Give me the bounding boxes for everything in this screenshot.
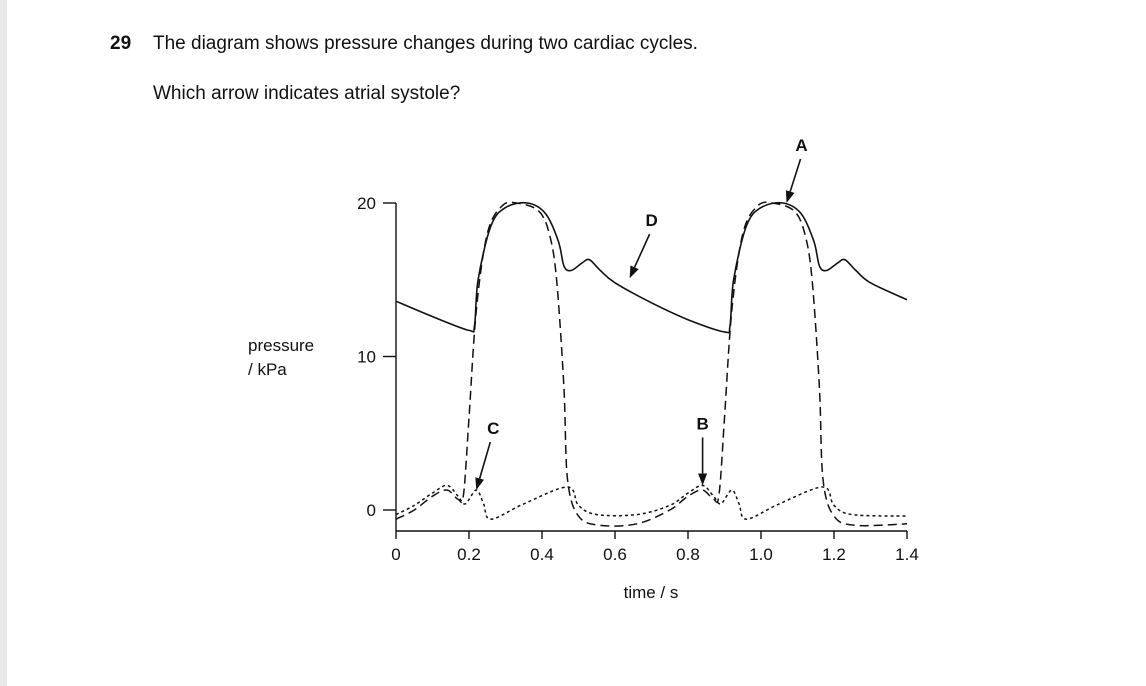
arrow-head: [785, 190, 795, 203]
x-axis-label: time / s: [624, 583, 679, 602]
arrow-a: A: [785, 136, 808, 203]
x-tick-label: 0.4: [530, 545, 554, 564]
arrow-head: [698, 473, 708, 486]
x-tick-label: 1.2: [822, 545, 846, 564]
arrow-shaft: [478, 441, 492, 479]
arrow-label-b: B: [696, 414, 708, 433]
arrow-b: B: [696, 414, 709, 486]
y-axis-label-line1: pressure: [248, 336, 314, 355]
x-tick-label: 0: [391, 545, 400, 564]
x-tick-label: 0.6: [603, 545, 627, 564]
y-axis-label-line2: / kPa: [248, 360, 287, 379]
series-line-dotted: [395, 484, 908, 520]
arrow-shaft: [789, 158, 802, 192]
arrow-head: [629, 265, 639, 279]
x-tick-label: 0.8: [676, 545, 700, 564]
arrow-label-d: D: [645, 211, 657, 230]
y-tick-label: 20: [357, 194, 376, 213]
axes: [395, 203, 907, 532]
question-prompt: Which arrow indicates atrial systole?: [153, 83, 461, 104]
x-tick-label: 1.4: [895, 545, 919, 564]
exam-page: 29 The diagram shows pressure changes du…: [7, 0, 1146, 686]
y-tick-label: 0: [367, 501, 376, 520]
arrow-head: [475, 477, 484, 491]
arrow-shaft: [633, 233, 651, 268]
series-line-solid: [395, 201, 908, 334]
question-text: The diagram shows pressure changes durin…: [153, 33, 698, 54]
arrow-label-c: C: [487, 419, 499, 438]
x-tick-label: 0.2: [457, 545, 481, 564]
arrow-d: D: [629, 211, 658, 279]
arrow-c: C: [475, 419, 499, 491]
tick-label-group: 0 0.2 0.4 0.6 0.8 1.0 1.2 1.4 0 10 20: [357, 194, 919, 564]
annotation-group: A B C D: [475, 136, 808, 491]
question-number: 29: [110, 33, 132, 54]
series-group: [395, 201, 908, 527]
x-tick-label: 1.0: [749, 545, 773, 564]
tick-group: [383, 202, 908, 539]
arrow-label-a: A: [795, 136, 807, 155]
y-tick-label: 10: [357, 348, 376, 367]
series-line-dashed: [395, 201, 908, 527]
